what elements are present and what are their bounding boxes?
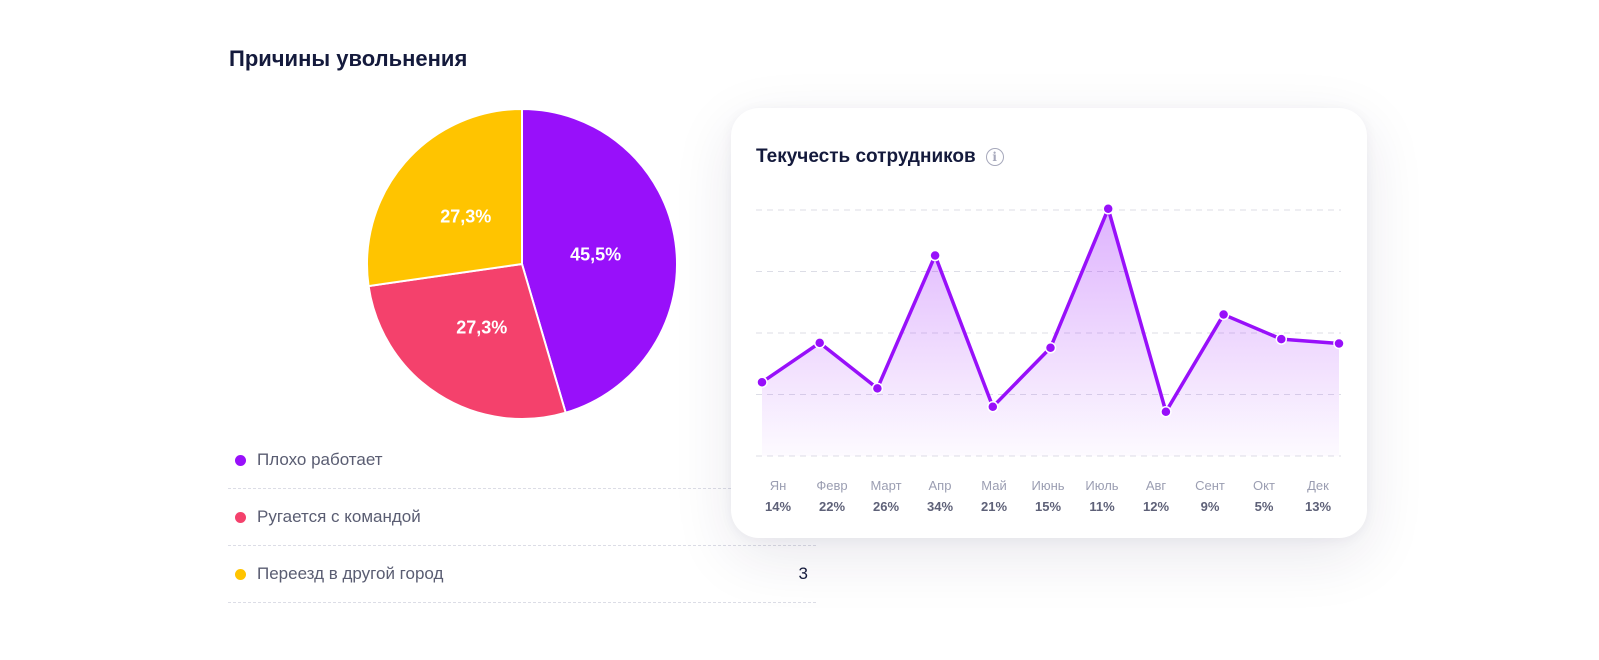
x-tick-label: Окт bbox=[1253, 478, 1275, 493]
x-tick-label: Июль bbox=[1085, 478, 1118, 493]
pie-slice-label: 45,5% bbox=[570, 244, 621, 264]
x-tick-label: Авг bbox=[1146, 478, 1167, 493]
x-tick-label: Февр bbox=[816, 478, 847, 493]
x-value-label: 22% bbox=[819, 499, 845, 514]
pie-slice-label: 27,3% bbox=[456, 318, 507, 338]
pie-legend: Плохо работает Ругается с командой Перее… bbox=[228, 432, 816, 603]
legend-dot bbox=[235, 454, 246, 466]
legend-item[interactable]: Переезд в другой город 3 bbox=[228, 546, 816, 603]
x-value-label: 5% bbox=[1255, 499, 1274, 514]
x-value-label: 13% bbox=[1305, 499, 1331, 514]
x-tick-label: Июнь bbox=[1031, 478, 1064, 493]
x-tick-label: Сент bbox=[1195, 478, 1225, 493]
x-tick-label: Ян bbox=[770, 478, 787, 493]
data-point[interactable] bbox=[987, 401, 999, 413]
card-title: Текучесть сотрудников i bbox=[756, 146, 1004, 168]
data-point[interactable] bbox=[1275, 333, 1288, 345]
x-value-label: 11% bbox=[1089, 499, 1115, 514]
data-point[interactable] bbox=[1044, 342, 1057, 354]
legend-count: 3 bbox=[798, 564, 808, 583]
data-point[interactable] bbox=[1217, 308, 1230, 321]
pie-slice-2[interactable] bbox=[366, 107, 523, 288]
legend-label: Переезд в другой город bbox=[257, 564, 444, 583]
data-point[interactable] bbox=[1102, 203, 1114, 215]
x-value-label: 34% bbox=[927, 499, 953, 514]
x-value-label: 15% bbox=[1035, 499, 1061, 514]
data-point[interactable] bbox=[1333, 337, 1345, 350]
legend-label: Ругается с командой bbox=[257, 507, 421, 526]
area-fill bbox=[762, 208, 1339, 456]
legend-dot bbox=[235, 511, 246, 523]
legend-item[interactable]: Ругается с командой bbox=[228, 489, 816, 546]
pie-chart: 45,5% 27,3% 27,3% bbox=[366, 107, 678, 420]
x-tick-label: Дек bbox=[1307, 478, 1329, 493]
data-point[interactable] bbox=[929, 249, 941, 262]
x-tick-label: Апр bbox=[929, 478, 952, 493]
x-tick-label: Май bbox=[981, 478, 1006, 493]
pie-slice-0[interactable] bbox=[521, 107, 678, 414]
turnover-chart: Ян 14% Февр 22% Март 26% Апр 34% Май 21% Июнь 15% Ию… bbox=[756, 203, 1345, 514]
x-tick-label: Март bbox=[870, 478, 901, 493]
x-value-label: 12% bbox=[1143, 499, 1169, 514]
legend-dot bbox=[235, 568, 246, 580]
x-value-label: 9% bbox=[1201, 499, 1220, 514]
pie-slice-label: 27,3% bbox=[440, 206, 491, 226]
data-point[interactable] bbox=[1160, 405, 1172, 418]
pie-slice-1[interactable] bbox=[367, 262, 567, 420]
x-value-label: 26% bbox=[873, 499, 899, 514]
legend-item[interactable]: Плохо работает bbox=[228, 432, 816, 489]
info-icon[interactable]: i bbox=[985, 148, 1004, 166]
turnover-card: Ян 14% Февр 22% Март 26% Апр 34% Май 21% Июнь 15% Ию… bbox=[731, 108, 1367, 538]
data-point[interactable] bbox=[813, 337, 826, 349]
page-title: Причины увольнения bbox=[229, 46, 468, 71]
data-point[interactable] bbox=[871, 382, 884, 395]
data-point[interactable] bbox=[756, 376, 768, 388]
legend-label: Плохо работает bbox=[257, 450, 383, 469]
x-value-label: 14% bbox=[765, 499, 791, 514]
x-value-label: 21% bbox=[981, 499, 1007, 514]
card-title-text: Текучесть сотрудников bbox=[756, 146, 976, 167]
